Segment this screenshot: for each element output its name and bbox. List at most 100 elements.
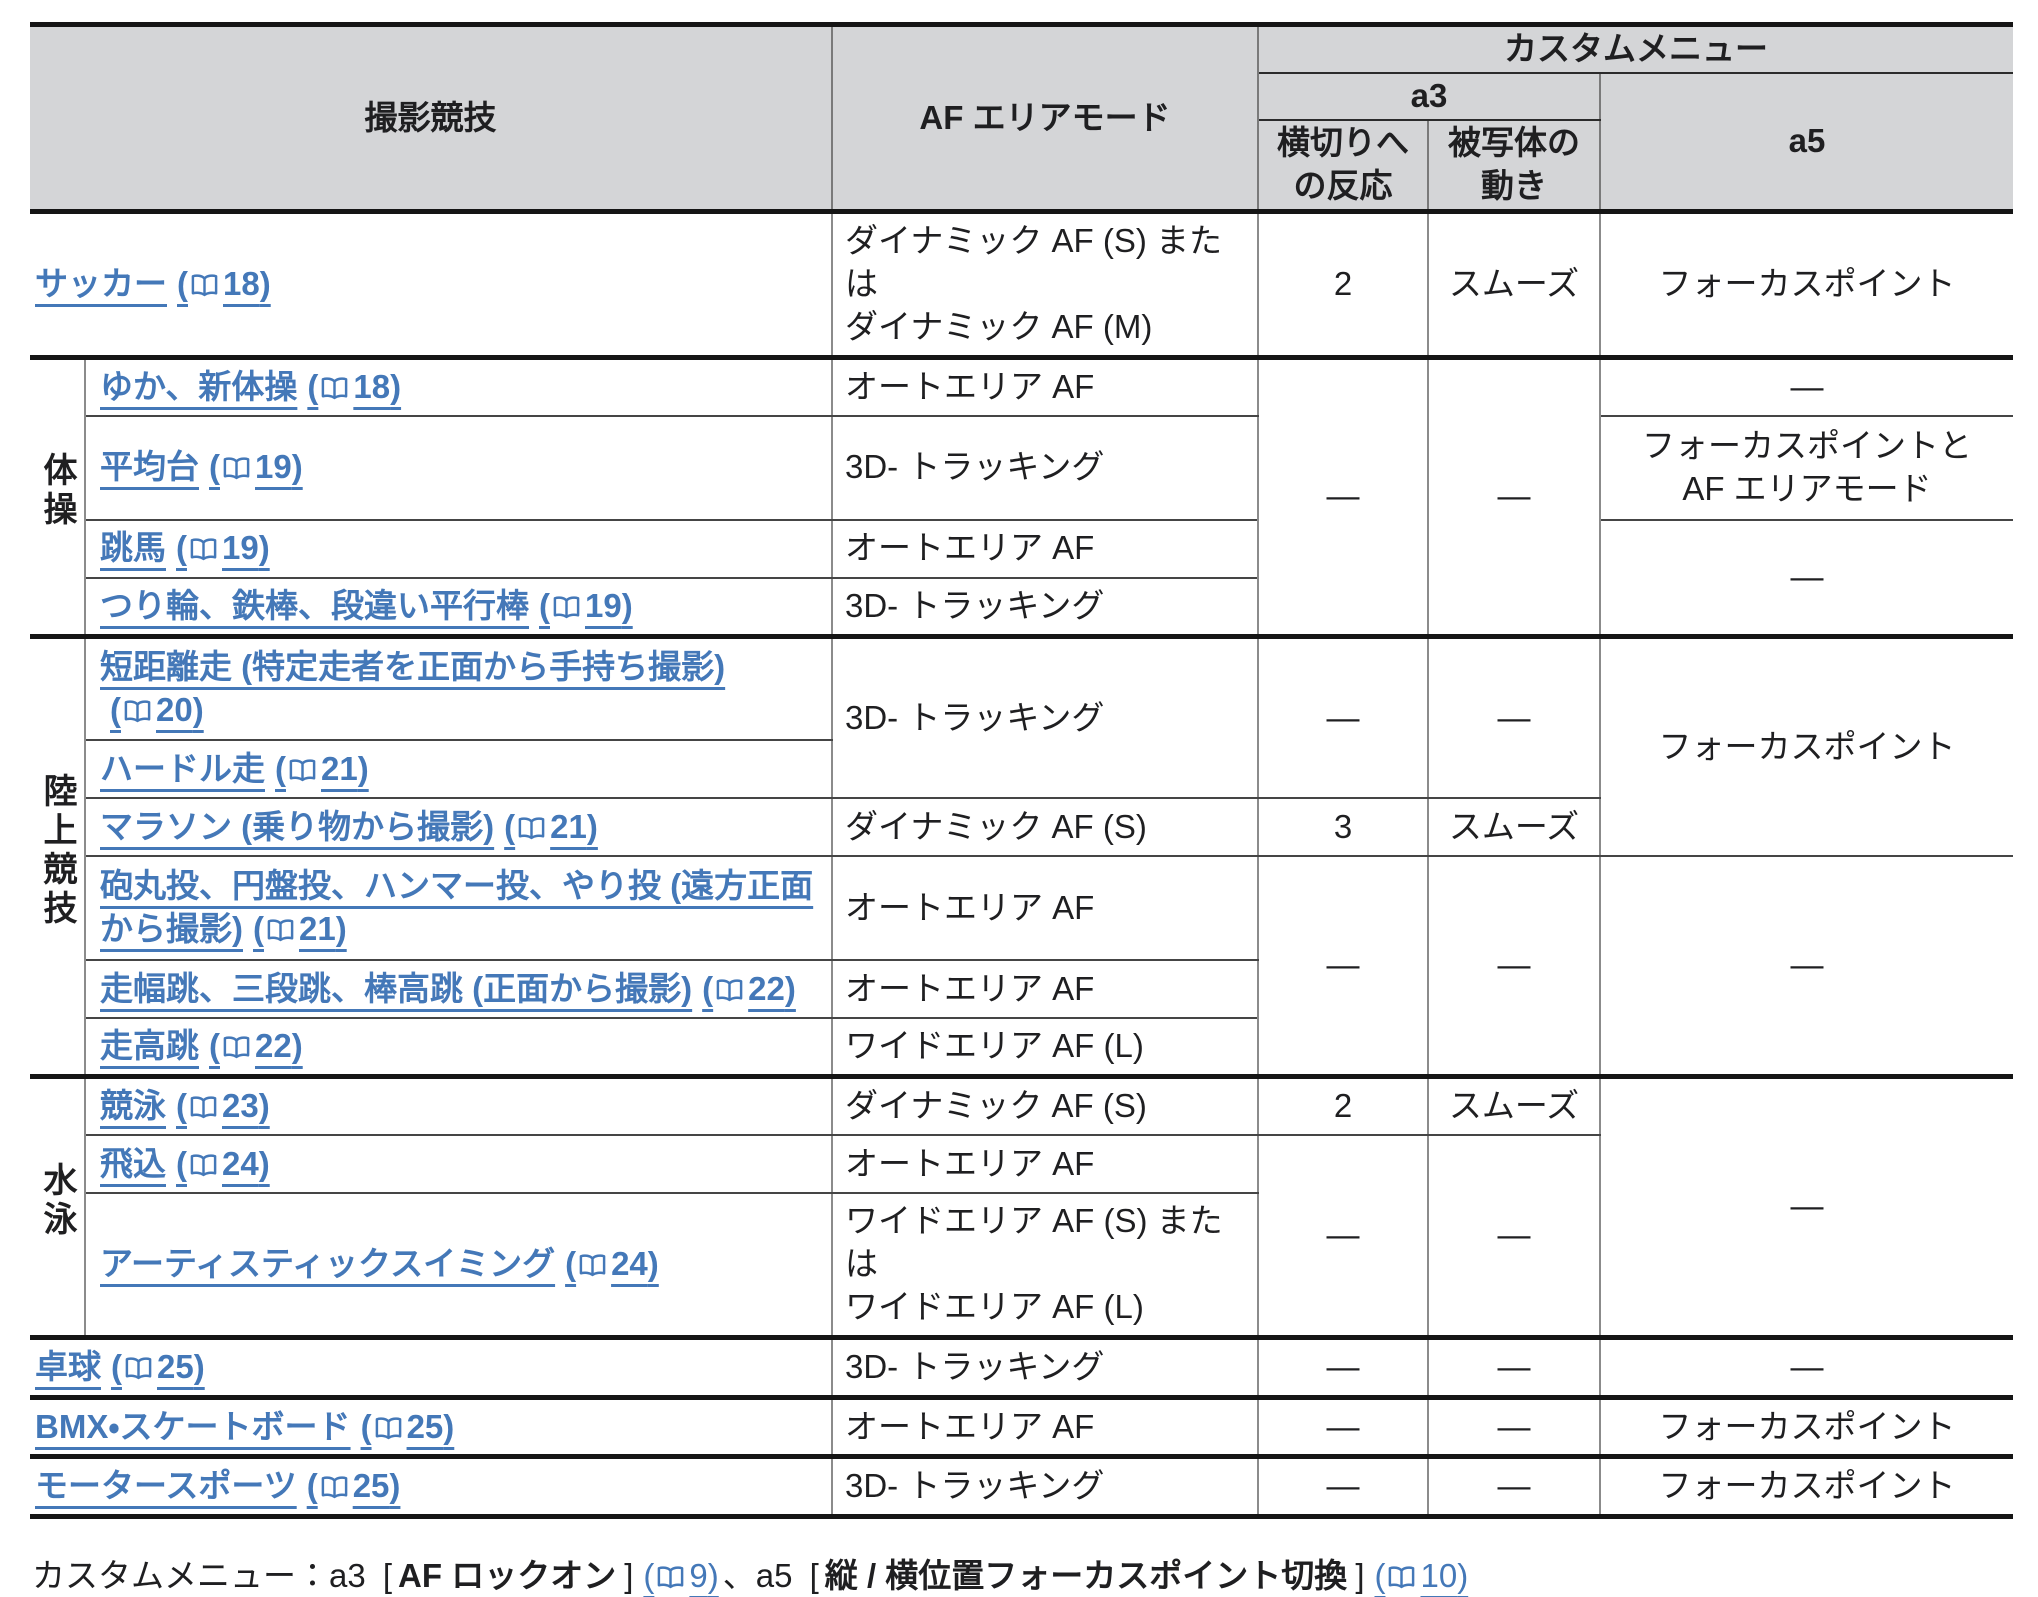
a3-movement-cell: — [1427,1334,1601,1399]
a3-reaction-cell: — [1257,1394,1429,1458]
sport-link-swimming-race[interactable]: 競泳(23) [100,1087,270,1125]
book-icon [187,529,222,566]
book-icon [121,691,156,728]
header-a5: a5 [1599,71,2013,213]
book-icon [318,1467,353,1504]
sport-cell: アーティスティックスイミング(24) [84,1192,833,1339]
bracket-close: ] [624,1557,634,1595]
sport-cell: モータースポーツ(25) [30,1454,833,1518]
table-row: 卓球(25) 3D- トラッキング — — — [30,1334,2013,1399]
af-mode-cell: ワイドエリア AF (S) または ワイドエリア AF (L) [831,1192,1259,1339]
af-mode-cell: ダイナミック AF (S) または ダイナミック AF (M) [831,209,1259,359]
af-settings-table: 撮影競技 AF エリアモード カスタムメニュー a3 a5 横切りへ の反応 被… [30,22,2013,1520]
book-icon [713,970,748,1007]
header-sport: 撮影競技 [30,23,833,213]
af-mode-cell: ダイナミック AF (S) [831,1074,1259,1137]
page-ref: (25) [360,1407,455,1445]
footer-a3-ref-link[interactable]: (9) [643,1557,719,1595]
book-icon [122,1348,157,1385]
a3-reaction-cell: — [1257,633,1429,800]
sport-link-floor[interactable]: ゆか、新体操(18) [100,367,402,405]
table-row: 砲丸投、円盤投、ハンマー投、やり投 (遠方正面から撮影)(21) オートエリア … [30,855,2013,1078]
footer-a3-setting: AF ロックオン [398,1557,617,1595]
group-label-swimming: 水泳 [30,1074,86,1339]
book-icon [372,1408,407,1445]
table-row: 体操 ゆか、新体操(18) オートエリア AF — — — [30,354,2013,638]
group-label-gymnastics: 体操 [30,354,86,638]
af-mode-cell: 3D- トラッキング [831,576,1259,638]
page-ref: (21) [504,807,598,845]
a3-movement-cell: — [1427,1134,1601,1339]
a5-cell: フォーカスポイント [1599,1454,2013,1518]
sport-cell: BMX・スケートボード(25) [30,1394,833,1458]
book-icon [515,808,550,845]
sport-link-table-tennis[interactable]: 卓球(25) [35,1347,205,1385]
a3-reaction-cell: — [1257,354,1429,638]
a3-movement-cell: — [1427,633,1601,800]
table-row: ハードル走(21) [30,739,2013,800]
a5-cell: — [1599,518,2013,638]
table-row: サッカー(18) ダイナミック AF (S) または ダイナミック AF (M)… [30,209,2013,359]
table-row: マラソン (乗り物から撮影)(21) ダイナミック AF (S) 3 スムーズ [30,797,2013,858]
page-ref: (19) [539,586,633,624]
a3-reaction-cell: 3 [1257,797,1429,858]
sport-link-soccer[interactable]: サッカー(18) [35,265,271,303]
sport-link-diving[interactable]: 飛込(24) [100,1144,270,1182]
bracket-open: [ [809,1557,819,1595]
sport-link-jumps[interactable]: 走幅跳、三段跳、棒高跳 (正面から撮影)(22) [100,969,796,1007]
sport-link-motorsports[interactable]: モータースポーツ(25) [35,1467,401,1505]
sport-link-bmx-skateboard[interactable]: BMX・スケートボード(25) [35,1407,455,1445]
a3-reaction-cell: — [1257,1134,1429,1339]
table-row: 飛込(24) オートエリア AF — — [30,1134,2013,1339]
sport-link-balance-beam[interactable]: 平均台(19) [100,448,303,486]
sport-link-artistic-swimming[interactable]: アーティスティックスイミング(24) [100,1244,659,1282]
a5-cell: フォーカスポイント [1599,1394,2013,1458]
sport-link-sprint[interactable]: 短距離走 (特定走者を正面から手持ち撮影)(20) [100,648,726,728]
book-icon [187,1145,222,1182]
group-label-track: 陸上競技 [30,633,86,1078]
table-row: 走高跳(22) ワイドエリア AF (L) [30,1017,2013,1078]
a3-movement-cell: — [1427,1394,1601,1458]
sport-link-rings-bars[interactable]: つり輪、鉄棒、段違い平行棒(19) [100,586,633,624]
table-row: 陸上競技 短距離走 (特定走者を正面から手持ち撮影)(20) 3D- トラッキン… [30,633,2013,1078]
page-ref: (22) [702,969,796,1007]
sport-cell: 卓球(25) [30,1334,833,1399]
sport-link-high-jump[interactable]: 走高跳(22) [100,1027,303,1065]
sport-cell: ゆか、新体操(18) [84,354,833,417]
page-ref: (24) [176,1144,270,1182]
sport-cell: 競泳(23) [84,1074,833,1137]
footer-prefix: カスタムメニュー：a3 [32,1557,375,1595]
sport-link-vault[interactable]: 跳馬(19) [100,529,270,567]
page-ref: (21) [275,749,369,787]
page-ref: (19) [209,448,303,486]
a5-cell: フォーカスポイントと AF エリアモード [1599,414,2013,521]
bracket-open: [ [382,1557,393,1595]
table-row: BMX・スケートボード(25) オートエリア AF — — フォーカスポイント [30,1394,2013,1458]
af-mode-cell: オートエリア AF [831,1134,1259,1195]
page-ref: (18) [307,367,402,405]
book-icon [1385,1557,1420,1594]
header-a3-reaction: 横切りへ の反応 [1257,118,1429,213]
a3-reaction-cell: 2 [1257,209,1429,359]
sport-link-hurdles[interactable]: ハードル走(21) [100,749,369,787]
a3-movement-cell: スムーズ [1427,1074,1601,1137]
book-icon [220,1027,255,1064]
footer-separator: 、a5 [722,1557,802,1595]
a3-movement-cell: — [1427,1454,1601,1518]
page-ref: (25) [306,1467,401,1505]
table-row: 跳馬(19) オートエリア AF — [30,518,2013,638]
sport-link-throws[interactable]: 砲丸投、円盤投、ハンマー投、やり投 (遠方正面から撮影)(21) [100,867,814,948]
a5-cell: — [1599,354,2013,417]
page-ref: (18) [177,265,271,303]
footer-a5-ref-link[interactable]: (10) [1374,1557,1469,1595]
a3-movement-cell: スムーズ [1427,209,1601,359]
af-mode-cell: オートエリア AF [831,518,1259,579]
header-custom-menu: カスタムメニュー [1257,23,2013,74]
page-ref: (25) [111,1347,205,1385]
a3-reaction-cell: — [1257,855,1429,1078]
page-ref: (23) [176,1087,270,1125]
sport-cell: 跳馬(19) [84,518,833,579]
sport-link-marathon[interactable]: マラソン (乗り物から撮影)(21) [100,807,598,845]
table-row: アーティスティックスイミング(24) ワイドエリア AF (S) または ワイド… [30,1192,2013,1339]
